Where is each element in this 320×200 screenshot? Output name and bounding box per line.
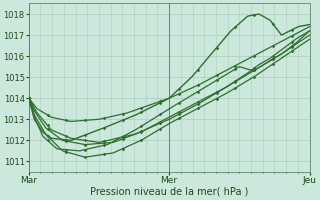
X-axis label: Pression niveau de la mer( hPa ): Pression niveau de la mer( hPa ) (90, 187, 248, 197)
